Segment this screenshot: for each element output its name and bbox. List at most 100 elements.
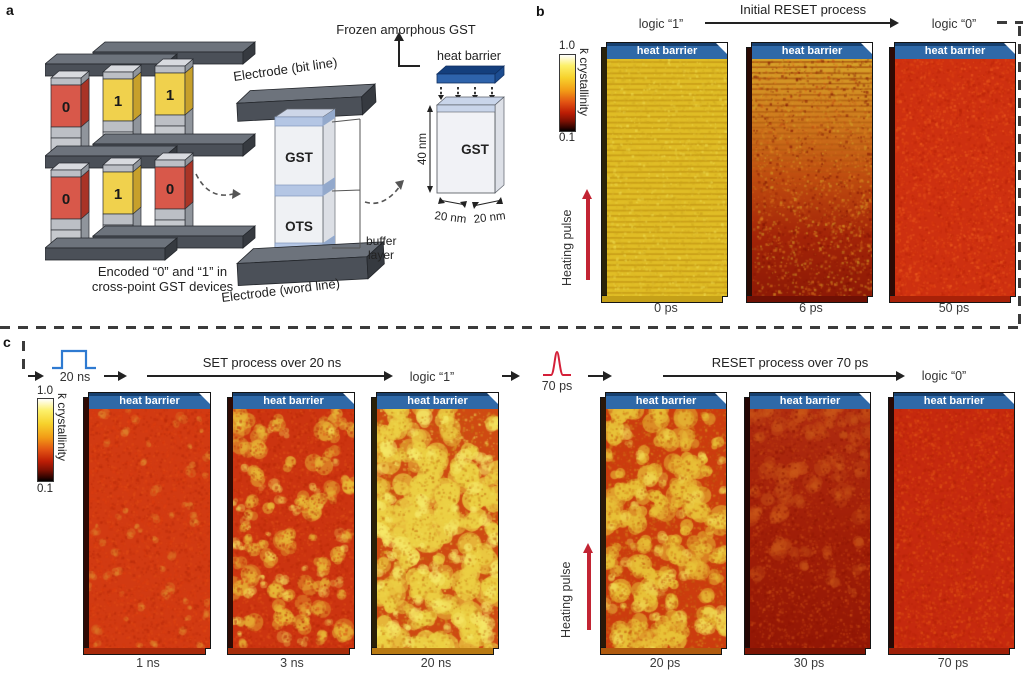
set-pulse-icon bbox=[52, 349, 96, 370]
set-process-title: SET process over 20 ns bbox=[202, 355, 342, 370]
colorbar-b bbox=[559, 54, 576, 132]
box-bottom-face bbox=[888, 647, 1010, 655]
logic-1-label-b: logic “1” bbox=[638, 17, 684, 31]
dashed-arrow-to-device bbox=[195, 173, 241, 199]
buffer-label-line2: layer bbox=[368, 248, 394, 262]
dashed-continuation-right bbox=[1018, 26, 1021, 326]
logic-0-label-b: logic “0” bbox=[931, 17, 977, 31]
reset-pulse-duration: 70 ps bbox=[541, 379, 573, 393]
memory-cell: 0 bbox=[50, 162, 90, 247]
caption-line-1: Encoded “0” and “1” in bbox=[97, 264, 228, 279]
heat-barrier-text: heat barrier bbox=[923, 395, 985, 407]
heating-pulse-label-b: Heating pulse bbox=[560, 209, 574, 286]
colorbar-label-c: k̄ crystallinity bbox=[55, 393, 69, 462]
sim-frame-b-0ps: heat barrier bbox=[601, 42, 728, 303]
dashed-entry-line-c bbox=[22, 341, 25, 374]
heat-barrier-text: heat barrier bbox=[635, 395, 697, 407]
gst-crystallinity-map bbox=[895, 59, 1015, 296]
ots-label: OTS bbox=[285, 219, 313, 234]
panel-separator-dashed-line bbox=[0, 326, 1023, 329]
cell-value: 1 bbox=[166, 87, 174, 104]
arrow-c3 bbox=[502, 370, 520, 383]
dim-20nm-right: 20 nm bbox=[473, 210, 506, 226]
sim-frame-c-30ps: heat barrier bbox=[744, 392, 871, 655]
electrode-bit-line-label: Electrode (bit line) bbox=[232, 55, 338, 84]
time-label-c-1ns: 1 ns bbox=[136, 656, 160, 670]
gst-crystallinity-map bbox=[894, 409, 1014, 648]
sim-frame-c-3ns: heat barrier bbox=[227, 392, 355, 655]
caption-line-2: cross-point GST devices bbox=[91, 279, 234, 294]
gst-crystallinity-map bbox=[89, 409, 210, 648]
time-label-c-30ps: 30 ps bbox=[793, 656, 825, 670]
gst-cell-box bbox=[436, 104, 496, 194]
device-stack-diagram: Electrode (bit line) GST OTS Electrode (… bbox=[221, 55, 397, 305]
heat-barrier-band: heat barrier bbox=[750, 393, 870, 409]
heating-pulse-arrow-b bbox=[582, 189, 591, 280]
arrow-c2 bbox=[104, 370, 127, 383]
buffer-label-line1: buffer bbox=[366, 234, 396, 248]
crosspoint-array-diagram: 1 1 0 0 1 bbox=[45, 41, 257, 261]
panel-b-title: Initial RESET process bbox=[739, 2, 867, 17]
sim-frame-c-1ns: heat barrier bbox=[83, 392, 211, 655]
panel-a-caption: Encoded “0” and “1” in cross-point GST d… bbox=[55, 264, 270, 294]
panel-a-label: a bbox=[6, 2, 14, 18]
heat-barrier-text: heat barrier bbox=[781, 45, 843, 57]
heat-barrier-band: heat barrier bbox=[606, 393, 726, 409]
width-dimension-left bbox=[438, 199, 467, 206]
sim-frame-c-70ps: heat barrier bbox=[888, 392, 1015, 655]
heat-barrier-label: heat barrier bbox=[437, 49, 501, 63]
press-down-arrows bbox=[440, 87, 493, 95]
heat-barrier-band: heat barrier bbox=[377, 393, 498, 409]
colorbar-c bbox=[37, 398, 54, 482]
gst-crystallinity-map bbox=[377, 409, 498, 648]
box-bottom-face bbox=[227, 647, 350, 655]
heat-barrier-band: heat barrier bbox=[233, 393, 354, 409]
time-label-b6: 6 ps bbox=[799, 301, 823, 315]
colorbar-min-c: 0.1 bbox=[37, 483, 53, 495]
colorbar-label-b: k̄ crystallinity bbox=[577, 48, 591, 117]
sim-frame-c-20ns: heat barrier bbox=[371, 392, 499, 655]
heat-barrier-slab bbox=[435, 65, 506, 75]
set-process-arrow bbox=[147, 370, 393, 383]
reset-process-arrow-b bbox=[705, 17, 899, 30]
heat-barrier-band: heat barrier bbox=[607, 43, 727, 59]
reset-process-arrow bbox=[663, 370, 905, 383]
arrow-c4 bbox=[588, 370, 612, 383]
logic-1-label-c: logic “1” bbox=[409, 370, 455, 384]
time-label-c-70ps: 70 ps bbox=[937, 656, 969, 670]
cell-value: 0 bbox=[166, 181, 174, 198]
cell-value: 0 bbox=[62, 99, 70, 116]
dashed-arrow-to-cell bbox=[364, 180, 404, 205]
dim-40nm: 40 nm bbox=[417, 133, 429, 165]
memory-cell: 0 bbox=[154, 152, 194, 237]
frozen-gst-cell-diagram: heat barrier GST 40 nm 20 nm 20 nm bbox=[394, 32, 506, 226]
colorbar-min-b: 0.1 bbox=[559, 132, 575, 144]
frozen-gst-title: Frozen amorphous GST bbox=[336, 22, 476, 37]
time-label-c-20ns: 20 ns bbox=[420, 656, 452, 670]
heat-barrier-band: heat barrier bbox=[752, 43, 872, 59]
time-label-c-3ns: 3 ns bbox=[280, 656, 304, 670]
box-bottom-face bbox=[600, 647, 722, 655]
cell-value: 0 bbox=[62, 191, 70, 208]
panel-c-label: c bbox=[3, 334, 11, 350]
cell-value: 1 bbox=[114, 186, 122, 203]
set-pulse-duration: 20 ns bbox=[59, 370, 91, 384]
gst-crystallinity-map bbox=[750, 409, 870, 648]
cell-value: 1 bbox=[114, 93, 122, 110]
heating-pulse-label-c: Heating pulse bbox=[559, 561, 573, 638]
memory-cell: 1 bbox=[154, 58, 194, 143]
box-bottom-face bbox=[744, 647, 866, 655]
panel-b-label: b bbox=[536, 3, 545, 19]
dim-20nm-left: 20 nm bbox=[434, 210, 467, 226]
time-label-b0: 0 ps bbox=[654, 301, 678, 315]
buffer-layer-mid bbox=[274, 184, 324, 197]
colorbar-max-c: 1.0 bbox=[37, 385, 53, 397]
heat-barrier-text: heat barrier bbox=[924, 45, 986, 57]
colorbar-max-b: 1.0 bbox=[559, 40, 575, 52]
bottom-electrode-bar bbox=[236, 241, 385, 286]
heat-barrier-band: heat barrier bbox=[894, 393, 1014, 409]
width-dimension-right bbox=[472, 199, 503, 207]
time-label-c-20ps: 20 ps bbox=[649, 656, 681, 670]
heat-barrier-text: heat barrier bbox=[119, 395, 180, 407]
